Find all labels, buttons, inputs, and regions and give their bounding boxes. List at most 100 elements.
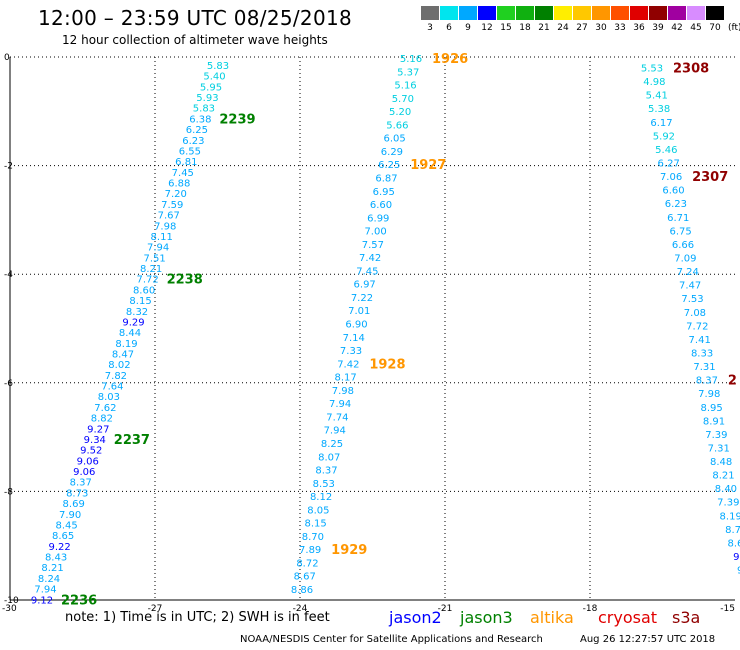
wave-height-label: 8.15 (129, 296, 151, 307)
pass-time-label: 1929 (331, 543, 367, 558)
color-swatch (459, 6, 477, 20)
satellite-legend-jason3: jason3 (460, 608, 513, 627)
wave-height-label: 9 (737, 566, 740, 577)
color-swatch (706, 6, 724, 20)
wave-height-label: 7.51 (144, 253, 166, 264)
wave-height-label: 8.03 (98, 392, 120, 403)
pass-time-label: 1927 (410, 158, 446, 173)
x-tick-label: -24 (293, 604, 308, 614)
wave-height-label: 8.47 (112, 349, 134, 360)
wave-height-label: 8.24 (38, 574, 60, 585)
wave-height-label: 5.46 (655, 145, 677, 156)
color-scale-label: 27 (576, 23, 588, 33)
wave-height-label: 7.72 (686, 321, 708, 332)
wave-height-label: 7.09 (674, 253, 696, 264)
color-scale-label: 70 (709, 23, 721, 33)
wave-height-label: 8.72 (296, 558, 318, 569)
wave-height-label: 7.45 (356, 266, 378, 277)
wave-height-label: 6.60 (662, 186, 684, 197)
color-scale-label: 6 (446, 23, 452, 33)
wave-height-label: 8.37 (315, 466, 337, 477)
wave-height-label: 8.40 (715, 484, 737, 495)
satellite-legend-s3a: s3a (672, 608, 701, 627)
wave-height-label: 8.70 (302, 532, 324, 543)
wave-height-label: 7.08 (684, 308, 706, 319)
wave-height-label: 7.31 (693, 362, 715, 373)
wave-height-label: 8.45 (56, 520, 78, 531)
wave-height-label: 5.83 (207, 61, 229, 72)
wave-height-label: 6.99 (367, 213, 389, 224)
wave-height-label: 5.41 (646, 91, 668, 102)
wave-height-label: 7.24 (677, 267, 699, 278)
x-tick-label: -21 (438, 604, 453, 614)
x-tick-label: -30 (2, 604, 17, 614)
wave-height-label: 8.19 (115, 339, 137, 350)
y-tick-label: -10 (4, 596, 19, 606)
wave-height-label: 8.6 (728, 538, 740, 549)
y-tick-label: -8 (4, 487, 13, 497)
y-tick-label: -2 (4, 162, 13, 172)
color-scale-label: 33 (614, 23, 626, 33)
color-scale-label: 36 (633, 23, 645, 33)
wave-height-label: 7.53 (681, 294, 703, 305)
color-swatch (535, 6, 553, 20)
wave-height-label: 8.07 (318, 452, 340, 463)
wave-height-label: 8.65 (52, 531, 74, 542)
wave-height-label: 6.25 (186, 125, 208, 136)
color-scale-label: 12 (481, 23, 493, 33)
wave-height-label: 9.27 (87, 424, 109, 435)
color-scale-label: 18 (519, 23, 531, 33)
wave-height-label: 9.06 (77, 456, 99, 467)
pass-time-label: 1928 (369, 357, 405, 372)
pass-time-label: 2 (728, 374, 737, 389)
wave-height-label: 8.15 (304, 519, 326, 530)
wave-height-label: 7.57 (362, 240, 384, 251)
wave-height-label: 5.93 (196, 93, 218, 104)
wave-height-label: 8.7 (725, 525, 740, 536)
y-tick-label: -4 (4, 270, 13, 280)
color-swatch (687, 6, 705, 20)
wave-height-label: 7.22 (351, 293, 373, 304)
wave-height-label: 8.21 (712, 471, 734, 482)
color-scale-label: 39 (652, 23, 664, 33)
map-title: 12:00 – 23:59 UTC 08/25/2018 (38, 6, 353, 30)
wave-height-label: 7.72 (136, 275, 158, 286)
wave-height-label: 6.27 (658, 158, 680, 169)
wave-height-label: 7.89 (299, 545, 321, 556)
wave-height-label: 8.86 (291, 585, 313, 596)
wave-height-label: 7.06 (660, 172, 682, 183)
wave-height-label: 9.06 (73, 467, 95, 478)
wave-height-label: 5.70 (392, 94, 414, 105)
color-swatch (573, 6, 591, 20)
wave-height-label: 6.29 (381, 147, 403, 158)
x-tick-label: -18 (583, 604, 598, 614)
wave-height-label: 8.02 (108, 360, 130, 371)
wave-height-label: 5.53 (641, 64, 663, 75)
pass-time-label: 2308 (673, 62, 709, 77)
wave-height-label: 6.23 (182, 136, 204, 147)
wave-height-label: 5.95 (200, 82, 222, 93)
color-scale-unit: (ft) (728, 23, 740, 33)
color-scale-label: 30 (595, 23, 607, 33)
wave-height-label: 8.67 (294, 572, 316, 583)
wave-height-label: 8.82 (91, 414, 113, 425)
wave-height-label: 8.05 (307, 505, 329, 516)
y-tick-label: -6 (4, 379, 13, 389)
wave-height-label: 6.05 (384, 134, 406, 145)
wave-height-label: 6.97 (354, 280, 376, 291)
wave-height-label: 8.43 (45, 553, 67, 564)
color-swatch (649, 6, 667, 20)
wave-height-label: 9.52 (80, 446, 102, 457)
wave-height-label: 8.60 (133, 285, 155, 296)
wave-height-label: 6.81 (175, 157, 197, 168)
pass-time-label: 2239 (219, 112, 255, 127)
wave-height-label: 5.20 (389, 107, 411, 118)
wave-height-label: 6.71 (667, 213, 689, 224)
color-swatch (516, 6, 534, 20)
wave-height-label: 8.32 (126, 307, 148, 318)
color-scale-label: 45 (690, 23, 702, 33)
wave-height-label: 6.23 (665, 199, 687, 210)
wave-height-label: 8.25 (321, 439, 343, 450)
wave-height-label: 6.88 (168, 179, 190, 190)
